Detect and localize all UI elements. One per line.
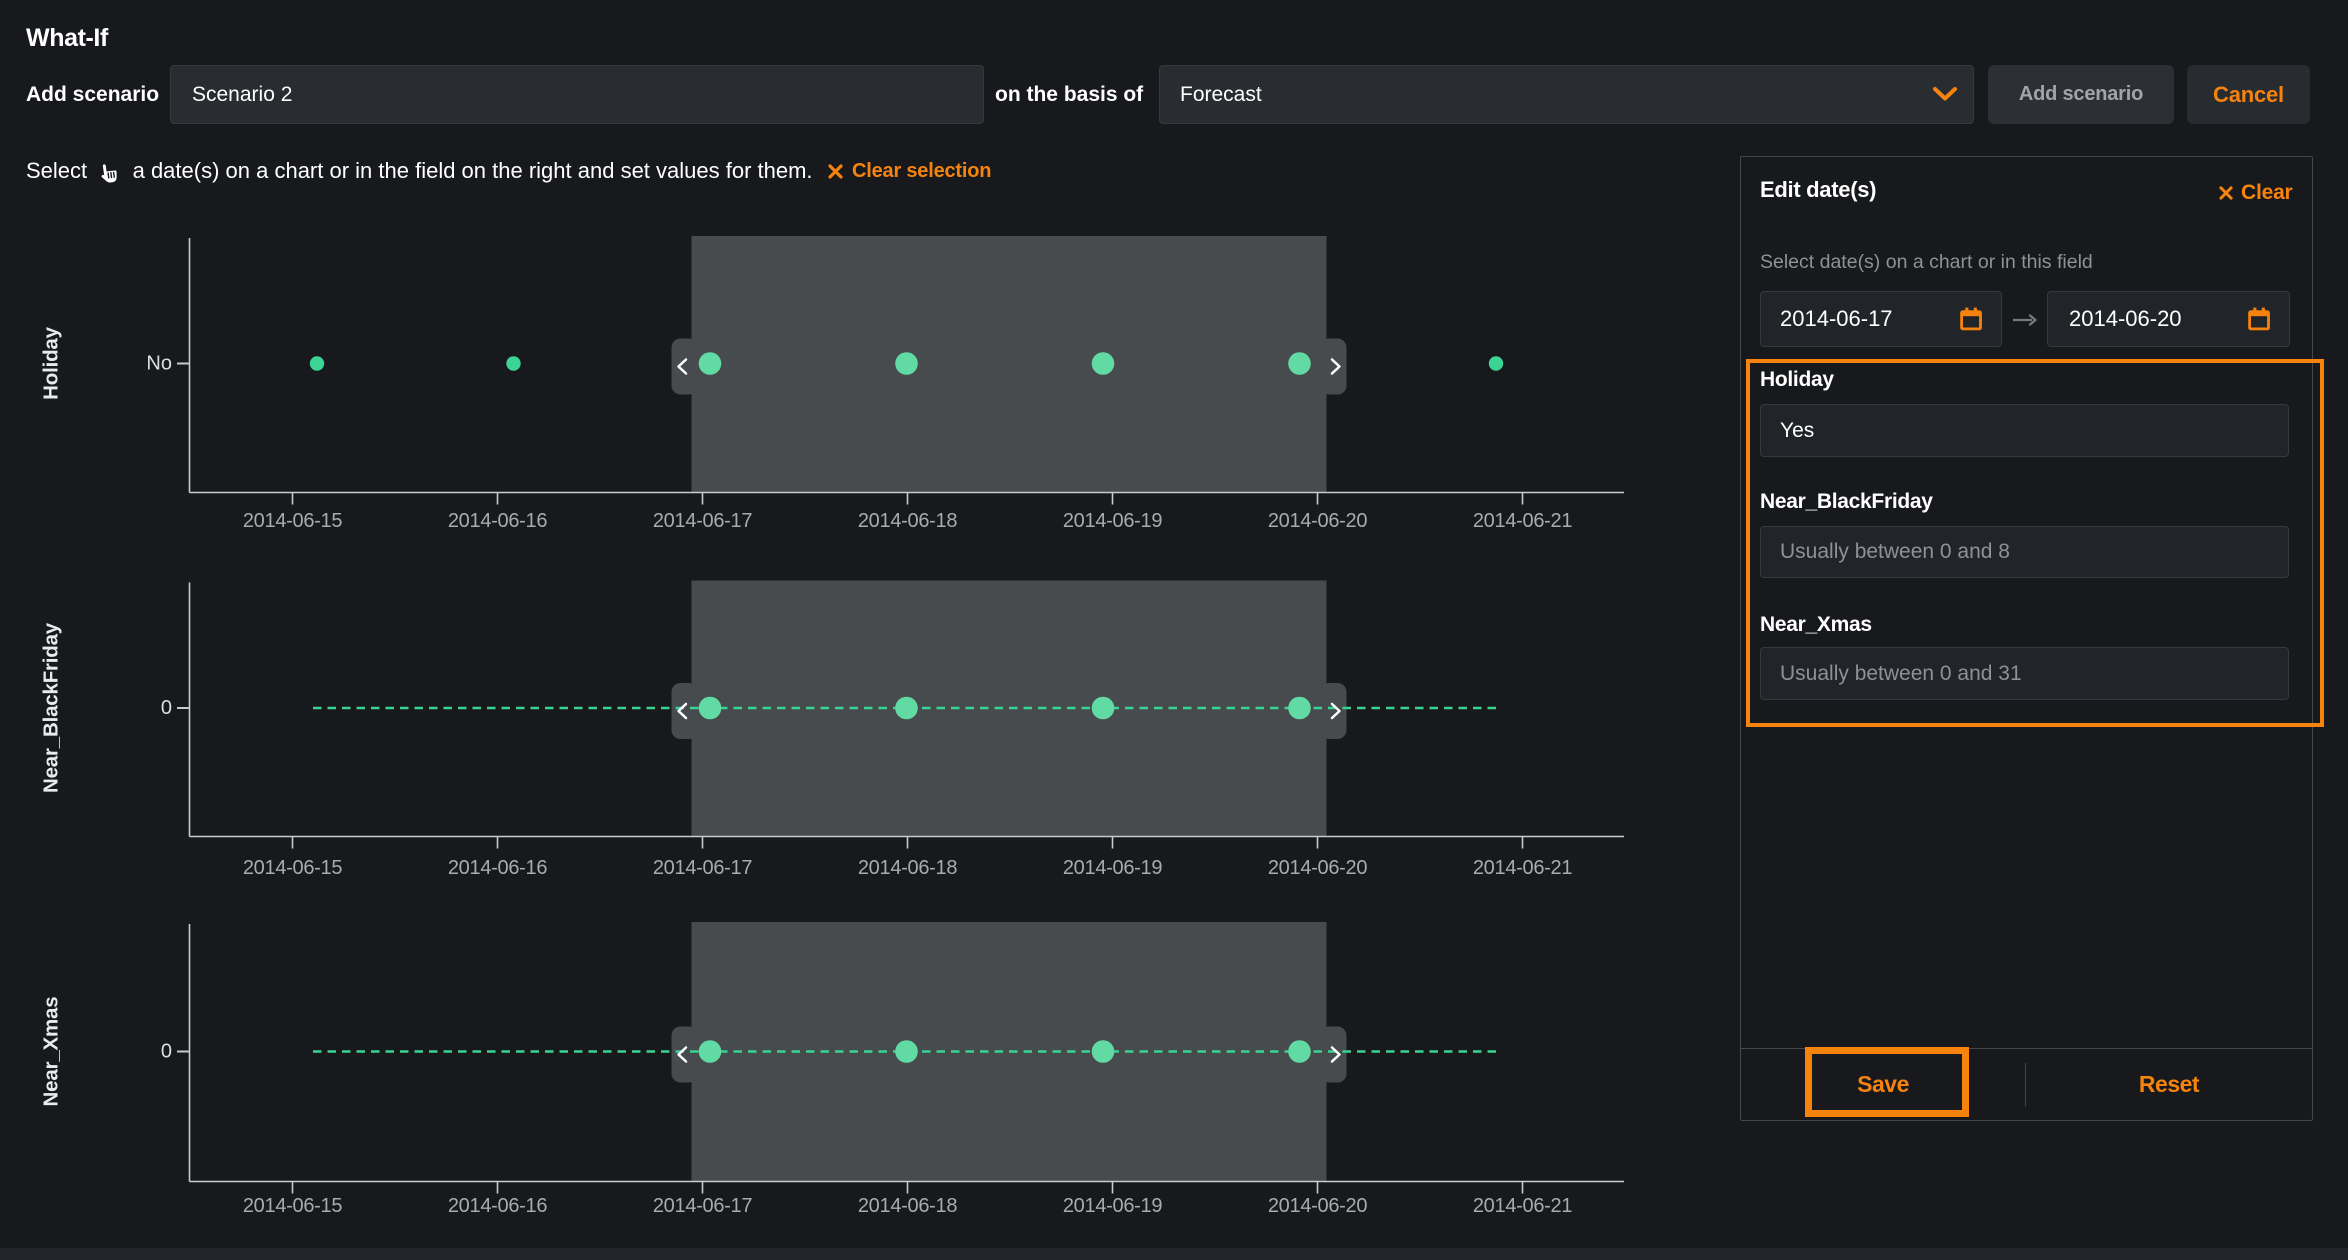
- svg-text:2014-06-21: 2014-06-21: [1473, 1195, 1572, 1217]
- svg-text:2014-06-20: 2014-06-20: [1268, 510, 1367, 532]
- svg-text:2014-06-17: 2014-06-17: [653, 857, 752, 879]
- svg-text:2014-06-18: 2014-06-18: [858, 857, 957, 879]
- svg-text:2014-06-18: 2014-06-18: [858, 510, 957, 532]
- svg-text:2014-06-16: 2014-06-16: [448, 1195, 547, 1217]
- svg-text:2014-06-20: 2014-06-20: [1268, 857, 1367, 879]
- svg-text:2014-06-15: 2014-06-15: [243, 857, 342, 879]
- svg-text:2014-06-19: 2014-06-19: [1063, 857, 1162, 879]
- svg-text:2014-06-20: 2014-06-20: [1268, 1195, 1367, 1217]
- svg-text:0: 0: [161, 697, 172, 719]
- svg-text:2014-06-19: 2014-06-19: [1063, 510, 1162, 532]
- svg-text:Near_Xmas: Near_Xmas: [40, 997, 63, 1107]
- svg-text:2014-06-21: 2014-06-21: [1473, 510, 1572, 532]
- svg-text:2014-06-15: 2014-06-15: [243, 1195, 342, 1217]
- svg-text:No: No: [146, 353, 172, 375]
- svg-text:0: 0: [161, 1041, 172, 1063]
- svg-text:2014-06-18: 2014-06-18: [858, 1195, 957, 1217]
- svg-text:2014-06-19: 2014-06-19: [1063, 1195, 1162, 1217]
- svg-text:Near_BlackFriday: Near_BlackFriday: [40, 622, 63, 793]
- svg-text:2014-06-17: 2014-06-17: [653, 510, 752, 532]
- svg-text:2014-06-16: 2014-06-16: [448, 510, 547, 532]
- svg-text:2014-06-17: 2014-06-17: [653, 1195, 752, 1217]
- svg-text:2014-06-15: 2014-06-15: [243, 510, 342, 532]
- svg-text:2014-06-21: 2014-06-21: [1473, 857, 1572, 879]
- svg-text:Holiday: Holiday: [40, 326, 63, 399]
- svg-text:2014-06-16: 2014-06-16: [448, 857, 547, 879]
